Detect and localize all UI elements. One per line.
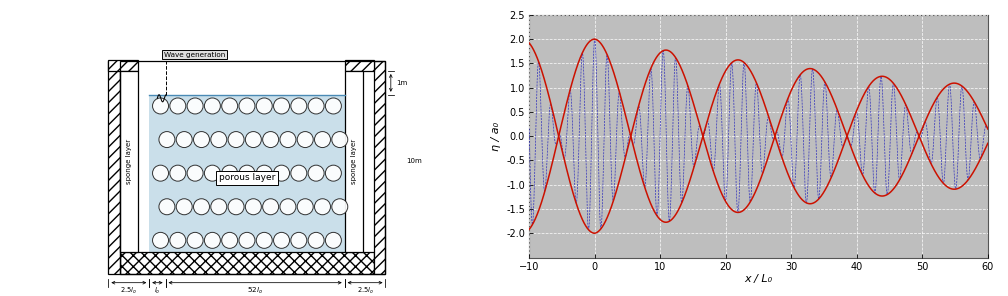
Text: 1m: 1m (396, 80, 407, 86)
Circle shape (187, 232, 203, 248)
Circle shape (297, 199, 313, 215)
Bar (345, 60, 374, 71)
Bar (374, 61, 385, 274)
Circle shape (222, 232, 238, 248)
Circle shape (187, 165, 203, 181)
Circle shape (176, 131, 193, 147)
Circle shape (169, 165, 185, 181)
Text: sponge layer: sponge layer (351, 139, 357, 184)
Circle shape (239, 232, 255, 248)
Bar (149, 95, 345, 252)
Circle shape (159, 199, 175, 215)
Text: $52l_o$: $52l_o$ (247, 286, 263, 296)
Text: porous layer: porous layer (219, 173, 275, 182)
Circle shape (256, 98, 272, 114)
Bar (120, 71, 138, 252)
Circle shape (239, 98, 255, 114)
Circle shape (332, 199, 348, 215)
Text: 10m: 10m (406, 158, 422, 164)
Bar (120, 252, 374, 274)
Circle shape (187, 98, 203, 114)
Circle shape (245, 131, 261, 147)
Circle shape (326, 98, 342, 114)
Circle shape (152, 165, 168, 181)
Circle shape (332, 131, 348, 147)
Text: $l_o$: $l_o$ (154, 286, 160, 296)
Circle shape (263, 131, 278, 147)
Circle shape (280, 131, 296, 147)
Circle shape (308, 165, 325, 181)
Text: sponge layer: sponge layer (126, 139, 132, 184)
Bar (120, 61, 385, 274)
Circle shape (152, 232, 168, 248)
Bar (109, 60, 138, 71)
Circle shape (273, 232, 289, 248)
Text: $2.5l_o$: $2.5l_o$ (357, 286, 374, 296)
Circle shape (291, 232, 306, 248)
Circle shape (280, 199, 296, 215)
Text: Wave generation: Wave generation (164, 52, 226, 58)
Circle shape (222, 165, 238, 181)
Circle shape (245, 199, 261, 215)
Circle shape (194, 131, 210, 147)
Circle shape (273, 98, 289, 114)
Circle shape (239, 165, 255, 181)
Circle shape (211, 199, 227, 215)
Circle shape (256, 165, 272, 181)
Circle shape (169, 98, 185, 114)
Y-axis label: η / a₀: η / a₀ (491, 122, 501, 151)
Circle shape (291, 98, 306, 114)
Circle shape (297, 131, 313, 147)
Circle shape (308, 232, 325, 248)
Circle shape (256, 232, 272, 248)
Circle shape (326, 232, 342, 248)
X-axis label: x / L₀: x / L₀ (745, 274, 772, 284)
Circle shape (194, 199, 210, 215)
Circle shape (222, 98, 238, 114)
Circle shape (211, 131, 227, 147)
Circle shape (205, 232, 221, 248)
Circle shape (314, 199, 331, 215)
Circle shape (169, 232, 185, 248)
Circle shape (291, 165, 306, 181)
Circle shape (176, 199, 193, 215)
Circle shape (159, 131, 175, 147)
Circle shape (273, 165, 289, 181)
Circle shape (308, 98, 325, 114)
Circle shape (326, 165, 342, 181)
Bar (345, 71, 363, 252)
Circle shape (205, 165, 221, 181)
Circle shape (205, 98, 221, 114)
Circle shape (314, 131, 331, 147)
Circle shape (228, 131, 244, 147)
Circle shape (263, 199, 278, 215)
Circle shape (228, 199, 244, 215)
Text: $2.5l_o$: $2.5l_o$ (120, 286, 137, 296)
Bar (109, 61, 120, 274)
Circle shape (152, 98, 168, 114)
